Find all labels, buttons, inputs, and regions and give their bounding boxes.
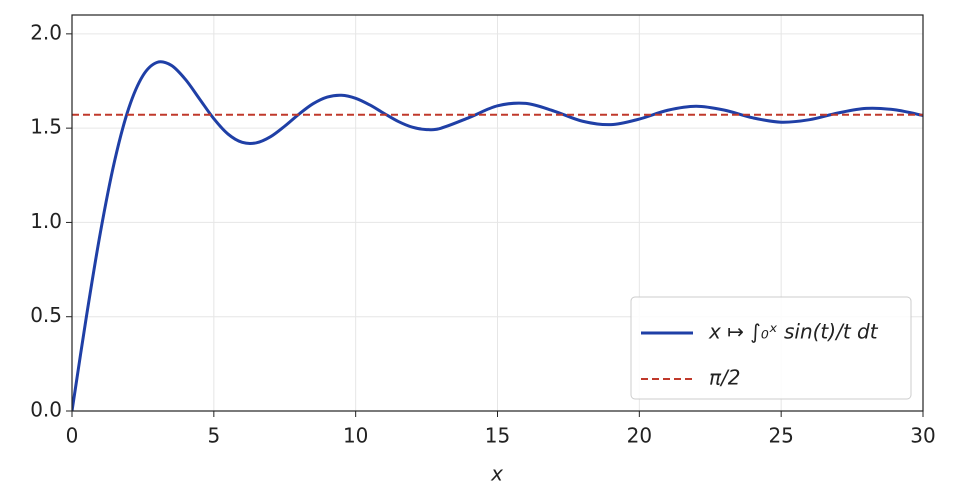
x-tick-label: 10 <box>343 424 368 448</box>
x-tick-label: 25 <box>768 424 793 448</box>
plot-frame <box>71 14 924 412</box>
x-tick-label: 15 <box>485 424 510 448</box>
line-series <box>72 60 923 411</box>
y-tick-label: 0.0 <box>30 398 62 422</box>
legend-box <box>630 296 912 400</box>
x-tick-label: 5 <box>207 424 220 448</box>
y-tick-label: 1.0 <box>30 209 62 233</box>
x-axis-label: x <box>490 462 503 486</box>
legend-label: π/2 <box>709 366 741 390</box>
x-tick-label: 0 <box>66 424 79 448</box>
y-tick-label: 2.0 <box>30 20 62 44</box>
y-tick-label: 1.5 <box>30 115 62 139</box>
y-tick-label: 0.5 <box>30 303 62 327</box>
legend-label: x ↦ ∫₀ˣ sin(t)/t dt <box>708 320 879 344</box>
x-tick-label: 20 <box>627 424 652 448</box>
x-tick-label: 30 <box>910 424 935 448</box>
